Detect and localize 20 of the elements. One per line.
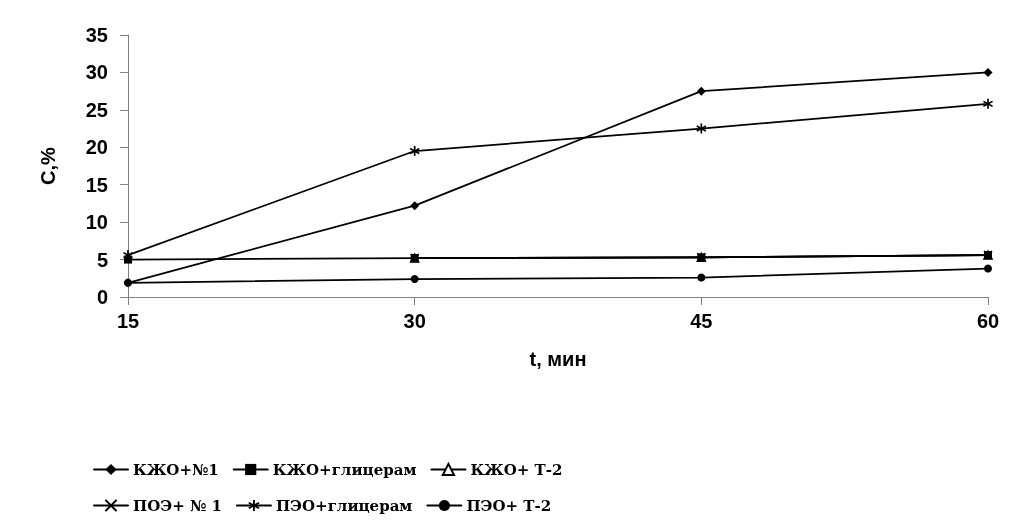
y-tick-label: 5 <box>96 248 108 271</box>
y-tick-label: 30 <box>85 61 108 84</box>
x-tick-label: 45 <box>690 310 713 332</box>
legend-label: ПЭО+ Т-2 <box>466 496 552 515</box>
legend-label: КЖО+ Т-2 <box>470 460 563 479</box>
y-tick-label: 25 <box>85 98 108 121</box>
x-tick-label: 60 <box>976 310 1000 332</box>
y-tick-label: 10 <box>85 211 108 234</box>
y-tick-label: 20 <box>85 136 108 159</box>
legend-label: КЖО+№1 <box>133 460 219 479</box>
x-tick-label: 30 <box>403 310 426 332</box>
y-tick-label: 0 <box>96 286 108 308</box>
legend-label: ПОЭ+ № 1 <box>133 496 222 515</box>
y-tick-label: 15 <box>85 173 108 196</box>
legend-label: КЖО+глицерам <box>272 460 417 479</box>
y-axis-title: C,% <box>37 146 59 185</box>
x-tick-label: 15 <box>116 310 140 332</box>
x-axis-title: t, мин <box>529 348 587 370</box>
legend-label: ПЭО+глицерам <box>275 496 413 515</box>
y-tick-label: 35 <box>85 24 108 46</box>
